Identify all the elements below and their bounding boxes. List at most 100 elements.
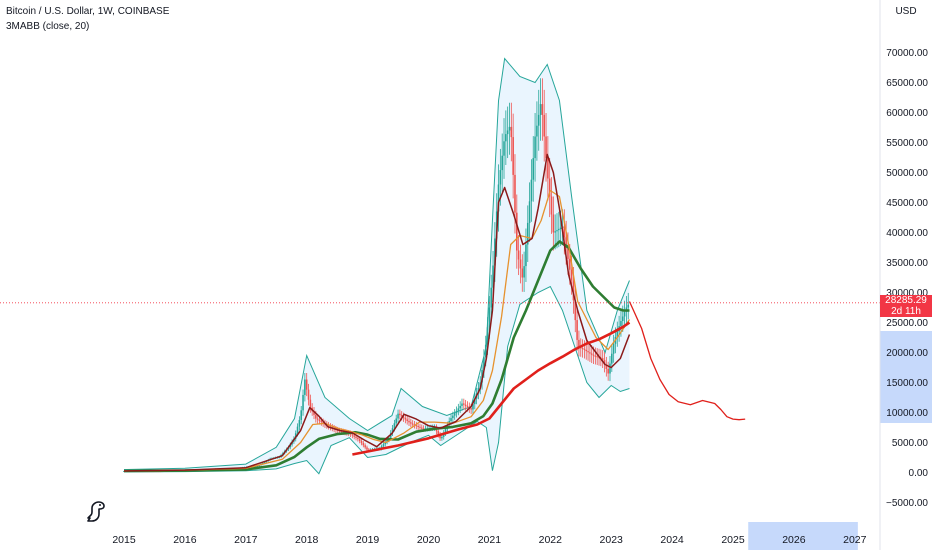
price-candle [572, 280, 575, 301]
y-tick-label: 10000.00 [886, 408, 928, 419]
price-candle [556, 230, 558, 232]
price-candle [400, 415, 403, 417]
price-candle [589, 352, 591, 354]
x-tick-label: 2026 [782, 534, 806, 546]
price-candle [530, 179, 533, 202]
price-candle [525, 244, 527, 267]
price-candle [578, 339, 580, 348]
price-candle [567, 248, 569, 259]
price-candle [473, 398, 476, 405]
price-candle [486, 327, 489, 345]
price-candle [503, 141, 505, 156]
y-tick-label: 0.00 [909, 468, 929, 479]
price-candle [568, 258, 571, 270]
x-tick-label: 2018 [295, 534, 319, 546]
x-tick-label: 2027 [843, 534, 867, 546]
price-scale-highlight [880, 331, 932, 423]
price-candle [494, 238, 496, 266]
price-candle [616, 331, 619, 337]
price-candle [623, 312, 626, 317]
last-price-badge: 28285.29 2d 11h [880, 294, 932, 317]
price-candle [583, 348, 586, 350]
price-candle [484, 344, 487, 358]
price-candle [570, 269, 573, 281]
price-candle [532, 158, 535, 180]
price-candle [516, 212, 518, 251]
price-candle [514, 174, 516, 213]
y-tick-label: 35000.00 [886, 258, 928, 269]
y-axis-unit: USD [895, 6, 916, 17]
price-candle [397, 413, 399, 419]
price-candle [523, 266, 525, 278]
y-tick-label: −5000.00 [886, 498, 928, 509]
x-tick-label: 2024 [660, 534, 684, 546]
price-candle [558, 228, 560, 231]
price-candle [439, 434, 441, 439]
trend-line [352, 321, 631, 456]
price-candle [357, 437, 359, 440]
price-candle [307, 389, 310, 400]
price-candle [395, 418, 398, 424]
y-tick-label: 60000.00 [886, 108, 928, 119]
price-candle [452, 415, 454, 419]
price-candle [258, 465, 260, 467]
price-candle [391, 428, 394, 433]
price-candle [601, 358, 604, 360]
price-candle [526, 222, 529, 245]
price-candle [470, 408, 472, 410]
price-candle [340, 431, 343, 433]
y-tick-label: 30000.00 [886, 288, 928, 299]
price-candle [490, 287, 493, 308]
y-tick-label: 65000.00 [886, 78, 928, 89]
x-tick-label: 2016 [173, 534, 197, 546]
price-candle [512, 137, 514, 175]
price-candle [609, 363, 611, 374]
price-candle [528, 201, 531, 223]
price-candle [603, 360, 606, 365]
price-candle [316, 418, 319, 420]
price-candle [472, 404, 474, 410]
price-candle [492, 265, 494, 288]
price-candle [393, 423, 396, 429]
price-candle [607, 369, 609, 374]
x-tick-label: 2015 [112, 534, 136, 546]
x-tick-label: 2017 [234, 534, 258, 546]
price-candle [362, 443, 365, 446]
chart-legend: Bitcoin / U.S. Dollar, 1W, COINBASE 3MAB… [6, 4, 169, 34]
price-candle [594, 355, 597, 357]
price-candle [621, 316, 624, 321]
indicator-label[interactable]: 3MABB (close, 20) [6, 21, 90, 32]
price-candle [320, 420, 323, 423]
price-candle [305, 379, 308, 390]
price-candle [483, 357, 485, 370]
price-candle [552, 214, 555, 233]
price-candle [541, 104, 544, 115]
price-candle [536, 125, 538, 137]
price-candle [399, 413, 401, 416]
price-candle [463, 403, 465, 405]
price-candle [437, 431, 440, 435]
price-candle [592, 354, 595, 356]
price-candle [455, 410, 458, 414]
price-candle [444, 428, 447, 433]
price-candle [402, 416, 405, 419]
price-candle [296, 426, 299, 434]
price-candle [627, 304, 630, 308]
dinosaur-logo-icon[interactable] [84, 500, 108, 526]
price-candle [360, 440, 363, 444]
x-tick-label: 2019 [356, 534, 380, 546]
y-tick-label: 15000.00 [886, 378, 928, 389]
price-candle [329, 426, 332, 428]
price-candle [302, 394, 304, 411]
price-candle [510, 126, 513, 138]
price-candle [298, 419, 301, 427]
price-candle [364, 445, 366, 448]
symbol-title[interactable]: Bitcoin / U.S. Dollar, 1W, COINBASE [6, 6, 170, 17]
price-candle [351, 434, 354, 436]
price-candle [576, 320, 578, 340]
price-candle [565, 237, 567, 249]
last-price-value: 28285.29 [885, 294, 927, 306]
price-candle [585, 349, 588, 352]
price-candle [322, 422, 324, 424]
